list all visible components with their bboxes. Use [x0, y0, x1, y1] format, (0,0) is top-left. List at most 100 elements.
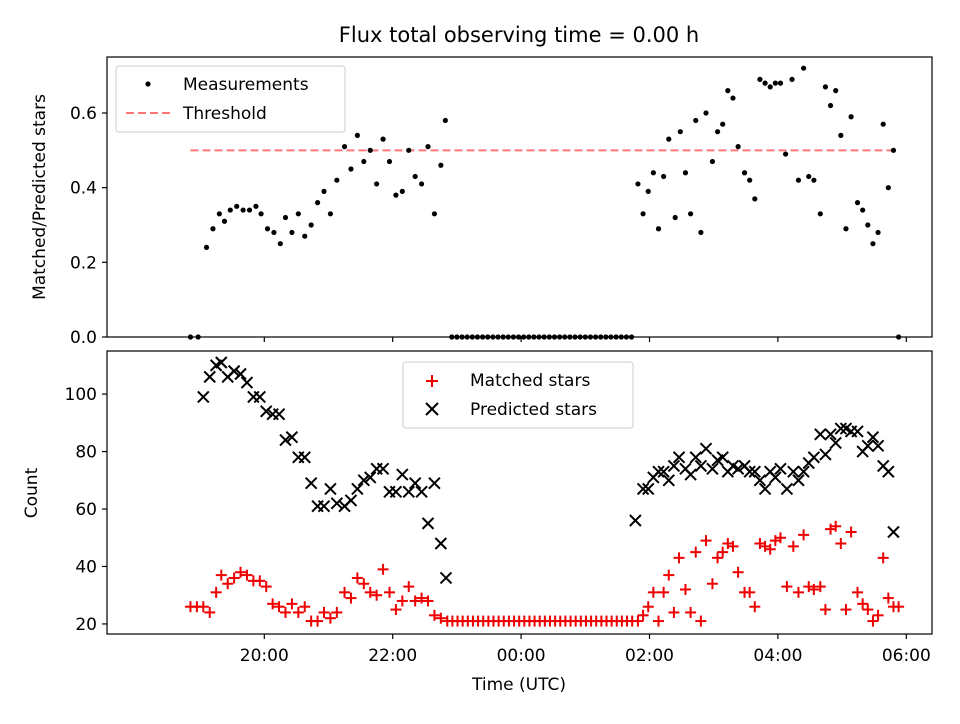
- measurement-point: [635, 181, 641, 187]
- measurement-point: [640, 211, 646, 217]
- predicted-stars-point: [694, 459, 708, 473]
- measurement-point: [833, 88, 839, 94]
- predicted-stars-point: [866, 430, 880, 444]
- measurement-point: [308, 222, 314, 228]
- measurement-point: [870, 241, 876, 247]
- matched-stars-point: [422, 595, 434, 607]
- measurement-point: [216, 211, 222, 217]
- predicted-stars-point: [434, 537, 448, 550]
- predicted-stars-point: [376, 462, 390, 476]
- top-legend-box: [115, 65, 346, 133]
- predicted-stars-point: [344, 494, 358, 507]
- matched-stars-point: [700, 535, 712, 547]
- predicted-stars-point: [396, 468, 409, 481]
- x-tick-label: 06:00: [882, 646, 931, 666]
- measurement-point: [246, 207, 253, 213]
- measurement-point: [258, 211, 264, 217]
- matched-stars-point: [254, 575, 266, 587]
- measurement-point: [783, 151, 789, 157]
- predicted-stars-point: [814, 428, 827, 441]
- measurement-point: [234, 203, 240, 209]
- matched-stars-point: [764, 543, 776, 555]
- predicted-stars-point: [887, 525, 900, 539]
- measurement-point: [399, 188, 405, 194]
- predicted-stars-point: [689, 451, 702, 464]
- legend-matched-label: Matched stars: [470, 371, 590, 391]
- predicted-stars-point: [824, 428, 837, 441]
- matched-stars-point: [852, 586, 864, 598]
- top-x-ticks: [263, 337, 907, 342]
- matched-stars-point: [324, 612, 336, 624]
- measurement-point: [777, 80, 784, 86]
- predicted-stars-point: [357, 474, 371, 487]
- predicted-stars-point: [672, 451, 686, 464]
- bottom-y-tick-label: 40: [75, 557, 97, 577]
- matched-stars-point: [798, 529, 810, 541]
- matched-stars-point: [279, 606, 291, 618]
- matched-stars-point: [403, 581, 415, 593]
- predicted-stars-point: [439, 571, 453, 585]
- matched-stars-point: [867, 615, 879, 627]
- predicted-stars-point: [279, 433, 292, 447]
- measurement-point: [875, 229, 881, 236]
- matched-stars-point: [435, 612, 447, 624]
- measurement-point: [393, 192, 399, 198]
- matched-stars-point: [228, 572, 240, 584]
- predicted-stars-point: [792, 474, 805, 487]
- matched-stars-point: [428, 609, 440, 621]
- matched-stars-point: [345, 592, 357, 604]
- matched-stars-point: [774, 532, 786, 544]
- predicted-stars-point: [364, 471, 377, 484]
- predicted-stars-point: [743, 465, 756, 478]
- predicted-stars-point: [402, 485, 415, 498]
- matched-stars-point: [299, 601, 311, 613]
- matched-stars-point: [632, 615, 644, 627]
- predicted-stars-point: [834, 422, 848, 435]
- measurement-point: [806, 173, 812, 180]
- top-y-tick-label: 0.4: [70, 179, 97, 199]
- measurement-point: [838, 132, 844, 138]
- bottom-y-ticks: 20 40 60 80 100: [65, 385, 107, 635]
- matched-stars-point: [690, 546, 702, 558]
- bottom-ylabel: Count: [22, 467, 42, 518]
- matched-stars-point: [717, 546, 729, 558]
- matched-stars-point: [808, 583, 820, 595]
- matched-stars-point: [732, 566, 744, 578]
- bottom-y-tick-label: 20: [75, 615, 97, 635]
- matched-stars-point: [318, 606, 330, 618]
- measurement-point: [860, 207, 866, 213]
- matched-stars-point: [792, 586, 804, 598]
- predicted-stars-point: [699, 442, 713, 455]
- measurement-point: [431, 211, 438, 217]
- bottom-y-tick-label: 60: [75, 500, 97, 520]
- top-y-ticks: 0.0 0.2 0.4 0.6: [70, 104, 107, 348]
- measurement-point: [367, 147, 373, 153]
- predicted-stars-point: [272, 408, 286, 421]
- matched-stars-point: [857, 598, 869, 610]
- matched-stars-point: [787, 540, 799, 552]
- bottom-legend-box: [402, 361, 634, 429]
- measurement-point: [289, 229, 295, 236]
- measurement-point: [341, 144, 348, 150]
- matched-stars-point: [377, 563, 389, 575]
- measurement-point: [730, 95, 736, 101]
- predicted-stars-point: [234, 367, 247, 381]
- matched-stars-point: [409, 595, 421, 607]
- predicted-stars-point: [642, 482, 655, 496]
- measurement-point: [264, 226, 271, 232]
- predicted-stars-point: [829, 436, 842, 450]
- measurement-point: [843, 226, 849, 232]
- matched-stars-point: [222, 578, 234, 590]
- legend-matched-marker: [426, 375, 438, 387]
- measurement-point: [210, 226, 216, 232]
- predicted-stars-point: [882, 465, 895, 478]
- matched-stars-point: [286, 598, 298, 610]
- measurement-point: [795, 177, 802, 183]
- matched-stars-point: [390, 604, 402, 616]
- matched-stars-point: [685, 606, 697, 618]
- matched-stars-point: [364, 586, 376, 598]
- predicted-stars-point: [667, 459, 681, 473]
- predicted-stars-point: [227, 364, 241, 378]
- matched-stars-point: [819, 604, 831, 616]
- predicted-stars-point: [787, 465, 800, 478]
